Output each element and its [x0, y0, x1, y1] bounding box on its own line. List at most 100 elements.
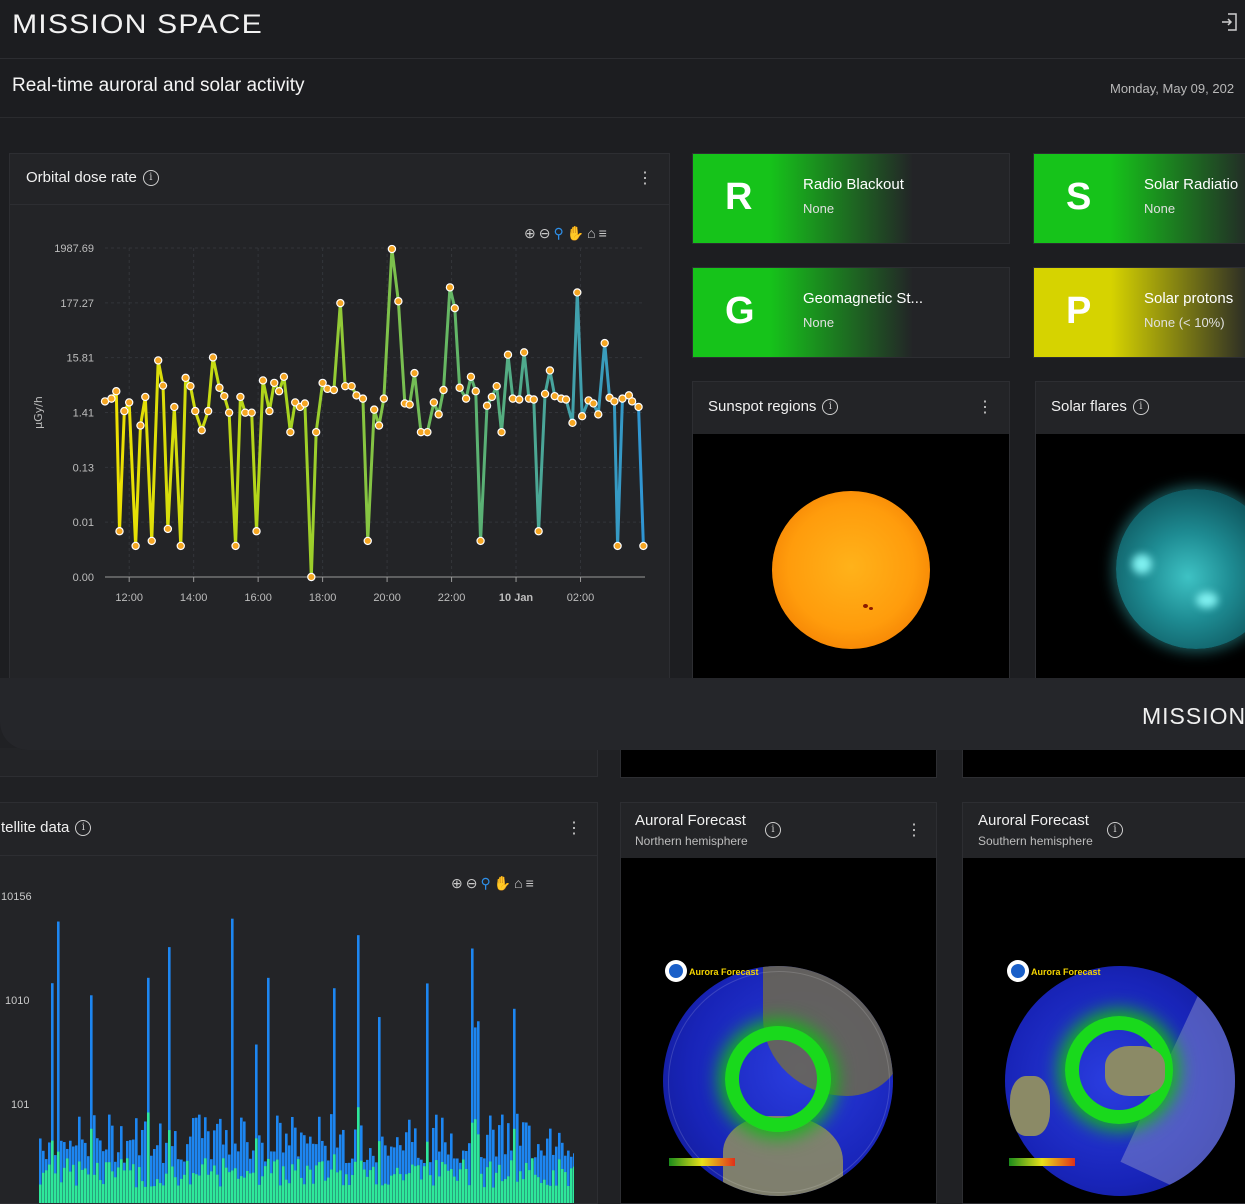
data-point: [639, 541, 648, 551]
more-options-icon[interactable]: ⋮: [977, 399, 993, 416]
alert-title: Geomagnetic St...: [803, 290, 924, 307]
y-tick-label: 10156: [1, 891, 32, 903]
x-tick-label: 10 Jan: [499, 592, 534, 604]
bar: [390, 1146, 393, 1203]
bar: [294, 1170, 297, 1203]
bar: [546, 1184, 549, 1203]
data-point: [445, 283, 455, 292]
bar: [168, 1130, 171, 1203]
bar: [255, 1044, 258, 1203]
bar: [474, 1027, 477, 1203]
bar: [354, 1161, 357, 1203]
bar: [564, 1172, 567, 1203]
alert-card-solar-radiation[interactable]: S Solar Radiatio None: [1033, 153, 1245, 244]
data-point: [369, 405, 379, 414]
logout-icon[interactable]: [1221, 13, 1237, 31]
zoom-in-icon[interactable]: ⊕: [524, 225, 539, 241]
bar: [474, 1119, 477, 1203]
bar: [180, 1178, 183, 1203]
bar: [513, 1008, 516, 1203]
y-tick-label: 1987.69: [54, 243, 94, 255]
bar: [75, 1185, 78, 1203]
bar: [261, 1142, 264, 1203]
sunspot-title-row: Sunspot regions i: [708, 398, 839, 416]
chart-toolbar: ⊕⊖⚲✋⌂≡: [524, 225, 610, 242]
info-icon[interactable]: i: [75, 820, 92, 837]
bar: [63, 1167, 66, 1203]
info-icon[interactable]: i: [1132, 399, 1149, 416]
bar: [456, 1180, 459, 1203]
bar: [279, 1122, 282, 1203]
bar: [387, 1184, 390, 1203]
bar: [51, 983, 54, 1203]
zoom-select-icon[interactable]: ⚲: [480, 875, 494, 891]
bar: [120, 1159, 123, 1203]
bar: [285, 1179, 288, 1203]
bar: [294, 1127, 297, 1203]
menu-icon[interactable]: ≡: [598, 225, 610, 241]
zoom-out-icon[interactable]: ⊖: [538, 225, 554, 241]
data-point: [153, 356, 163, 365]
data-point: [220, 391, 229, 401]
previous-panel-sunspot: [620, 750, 937, 778]
menu-icon[interactable]: ≡: [525, 875, 537, 891]
bar: [216, 1123, 219, 1203]
bar: [171, 1166, 174, 1203]
bar: [507, 1123, 510, 1203]
zoom-out-icon[interactable]: ⊖: [465, 875, 481, 891]
data-point: [529, 395, 538, 404]
pan-icon[interactable]: ✋: [493, 875, 515, 891]
bar: [426, 983, 429, 1203]
info-icon[interactable]: i: [765, 822, 781, 838]
data-point: [300, 399, 310, 408]
bar: [78, 1116, 81, 1203]
data-point: [270, 378, 279, 388]
bar: [318, 1116, 321, 1203]
alert-card-solar-protons[interactable]: P Solar protons None (< 10%): [1033, 267, 1245, 358]
bar: [384, 1183, 387, 1203]
bar: [141, 1181, 144, 1203]
data-point: [476, 536, 485, 546]
bar: [195, 1117, 198, 1203]
more-options-icon[interactable]: ⋮: [637, 170, 653, 187]
data-point: [203, 406, 213, 416]
info-icon[interactable]: i: [1107, 822, 1123, 838]
globe: [1005, 966, 1235, 1196]
bar: [57, 921, 60, 1203]
info-icon[interactable]: i: [142, 170, 159, 187]
data-point: [405, 400, 414, 409]
aurora-north-title: Auroral Forecast: [635, 812, 746, 829]
zoom-select-icon[interactable]: ⚲: [553, 225, 567, 241]
info-icon[interactable]: i: [822, 399, 839, 416]
pan-icon[interactable]: ✋: [566, 225, 588, 241]
home-icon[interactable]: ⌂: [587, 225, 599, 241]
flares-title: Solar flares: [1051, 398, 1127, 415]
bar: [291, 1164, 294, 1203]
x-tick-label: 18:00: [309, 592, 337, 604]
data-point: [461, 394, 471, 403]
bar: [240, 1176, 243, 1203]
bar: [498, 1164, 501, 1203]
aurora-south-panel: Auroral Forecast Southern hemisphere i A…: [962, 802, 1245, 1204]
bar: [276, 1115, 279, 1203]
data-point: [589, 399, 598, 408]
bar: [102, 1184, 105, 1203]
x-tick-label: 14:00: [180, 592, 208, 604]
data-point: [124, 398, 134, 407]
alert-card-radio-blackout[interactable]: R Radio Blackout None: [692, 153, 1010, 244]
bar: [288, 1145, 291, 1203]
data-point: [450, 303, 459, 313]
home-icon[interactable]: ⌂: [514, 875, 526, 891]
bar: [543, 1155, 546, 1203]
more-options-icon[interactable]: ⋮: [906, 822, 922, 839]
more-options-icon[interactable]: ⋮: [566, 820, 582, 837]
y-tick-label: 0.01: [73, 517, 94, 529]
alert-card-geomagnetic-storm[interactable]: G Geomagnetic St... None: [692, 267, 1010, 358]
zoom-in-icon[interactable]: ⊕: [451, 875, 466, 891]
bar: [426, 1141, 429, 1203]
bar: [492, 1129, 495, 1203]
y-tick-label: 15.81: [66, 353, 94, 365]
bar: [567, 1150, 570, 1203]
alert-gradient: [1034, 154, 1245, 243]
data-point: [610, 397, 619, 406]
